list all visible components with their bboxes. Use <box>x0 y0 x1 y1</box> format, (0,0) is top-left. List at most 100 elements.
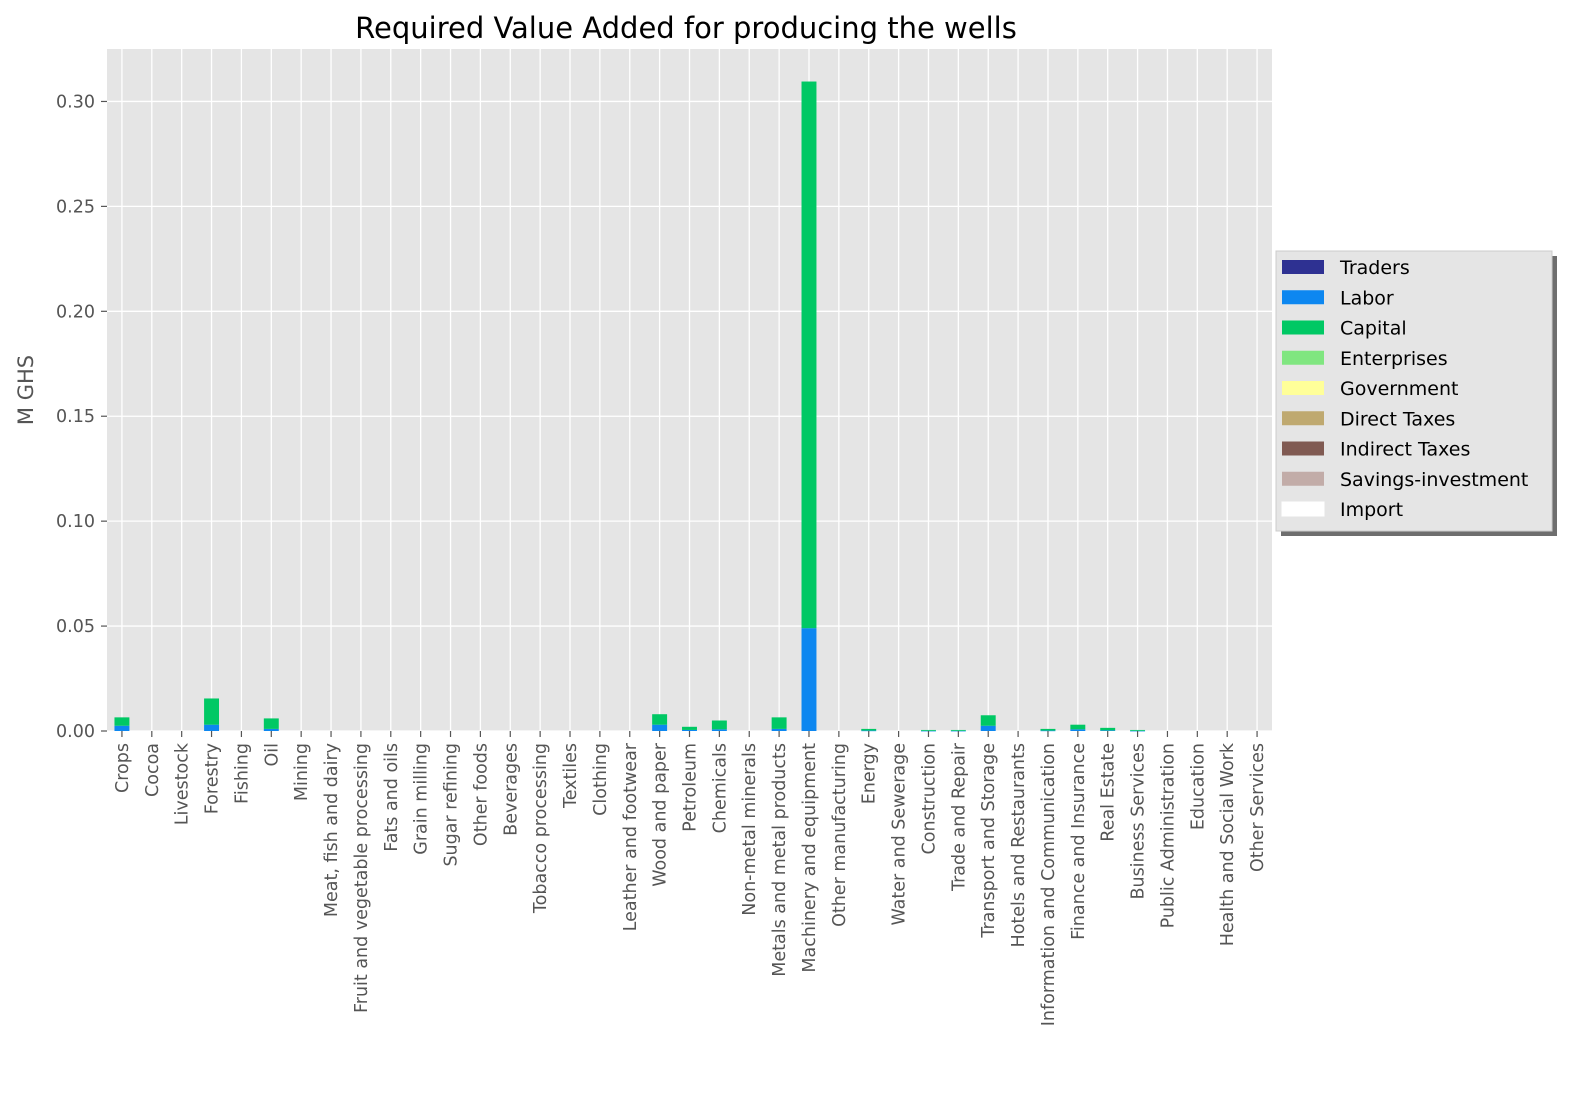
legend-label: Enterprises <box>1340 348 1448 370</box>
x-tick-label: Crops <box>113 743 133 793</box>
x-tick-label: Leather and footwear <box>621 742 641 931</box>
x-tick-label: Construction <box>919 743 939 854</box>
y-tick-label: 0.25 <box>56 197 95 217</box>
bar-segment <box>114 717 130 726</box>
x-tick-label: Transport and Storage <box>979 743 999 939</box>
bar-segment <box>1070 724 1086 730</box>
legend-label: Direct Taxes <box>1340 408 1455 430</box>
x-tick-label: Sugar refining <box>442 743 462 867</box>
x-tick-label: Grain milling <box>412 743 432 855</box>
bar-segment <box>711 720 727 730</box>
legend-label: Traders <box>1339 257 1410 279</box>
y-tick-label: 0.00 <box>56 722 95 742</box>
bar-segment <box>801 628 817 731</box>
bar-segment <box>204 698 220 725</box>
x-tick-label: Chemicals <box>710 743 730 833</box>
bar-segment <box>711 729 727 731</box>
x-tick-label: Clothing <box>591 743 611 816</box>
x-tick-label: Real Estate <box>1099 743 1119 842</box>
legend-label: Labor <box>1340 287 1394 309</box>
x-tick-label: Health and Social Work <box>1218 742 1238 946</box>
bar-segment <box>652 714 668 725</box>
bar-segment <box>980 725 996 731</box>
x-tick-label: Water and Sewerage <box>890 743 910 926</box>
legend-swatch <box>1282 441 1324 456</box>
bar-segment <box>263 728 279 731</box>
bar-segment <box>1130 729 1146 731</box>
x-tick-label: Metals and metal products <box>770 743 790 977</box>
bar-segment <box>921 729 936 731</box>
legend-label: Savings-investment <box>1340 469 1528 491</box>
x-tick-label: Fishing <box>232 743 252 804</box>
legend-swatch <box>1282 290 1324 305</box>
x-tick-label: Fats and oils <box>382 743 402 852</box>
legend-swatch <box>1282 320 1324 335</box>
x-tick-label: Business Services <box>1129 743 1149 900</box>
bar-segment <box>652 724 668 731</box>
x-tick-label: Forestry <box>203 743 223 814</box>
y-axis: 0.00 0.05 0.10 0.15 0.20 0.25 0.30 <box>56 92 107 742</box>
x-tick-label: Energy <box>860 743 880 804</box>
x-tick-label: Finance and Insurance <box>1069 743 1089 940</box>
legend-swatch <box>1281 501 1325 517</box>
bar-segment <box>1070 729 1086 731</box>
legend[interactable]: Traders Labor Capital Enterprises Government… <box>1275 250 1557 536</box>
bar-segment <box>771 728 787 731</box>
bar-segment <box>1100 730 1116 731</box>
x-tick-label: Beverages <box>501 743 521 836</box>
x-tick-label: Education <box>1188 743 1208 830</box>
x-axis: Crops Cocoa Livestock Forestry Fishing Oil Min… <box>113 731 1268 1026</box>
bar-segment <box>1040 730 1056 732</box>
bar-segment <box>204 724 220 731</box>
x-tick-label: Cocoa <box>143 743 163 797</box>
x-tick-label: Tobacco processing <box>531 743 551 914</box>
x-tick-label: Livestock <box>173 742 193 825</box>
x-tick-label: Petroleum <box>681 743 701 832</box>
y-axis-label: M GHS <box>14 355 38 425</box>
x-tick-label: Hotels and Restaurants <box>1009 743 1029 947</box>
legend-label: Capital <box>1340 318 1407 340</box>
bar-segment <box>114 725 130 731</box>
y-tick-label: 0.20 <box>56 302 95 322</box>
y-tick-label: 0.15 <box>56 407 95 427</box>
legend-swatch <box>1282 471 1324 486</box>
bar-segment <box>801 81 817 629</box>
bar-segment <box>980 715 996 726</box>
x-tick-label: Trade and Repair <box>949 742 969 892</box>
legend-swatch <box>1282 260 1324 274</box>
legend-label: Government <box>1340 378 1459 400</box>
bar-segment <box>861 730 877 732</box>
legend-swatch <box>1282 381 1324 395</box>
x-tick-label: Other manufacturing <box>830 743 850 927</box>
x-tick-label: Meat, fish and dairy <box>322 743 342 917</box>
y-tick-label: 0.05 <box>56 617 95 637</box>
legend-swatch <box>1282 350 1324 365</box>
x-tick-label: Mining <box>292 743 312 801</box>
x-tick-label: Public Administration <box>1158 743 1178 928</box>
legend-swatch <box>1282 411 1324 426</box>
bars <box>114 81 1146 732</box>
bar-segment <box>1100 727 1116 731</box>
legend-label: Import <box>1340 499 1403 521</box>
bar-segment <box>682 729 697 731</box>
x-tick-label: Oil <box>262 743 282 767</box>
legend-label: Indirect Taxes <box>1340 439 1470 461</box>
x-tick-label: Wood and paper <box>651 742 671 887</box>
bar-segment <box>263 718 279 729</box>
chart-title: Required Value Added for producing the w… <box>355 11 1017 45</box>
x-tick-label: Other foods <box>471 743 491 846</box>
x-tick-label: Non-metal minerals <box>740 743 760 916</box>
bar-segment <box>950 729 966 731</box>
bar-segment <box>861 728 877 731</box>
x-tick-label: Textiles <box>561 743 581 809</box>
grid-lines <box>107 49 1272 732</box>
x-tick-label: Fruit and vegetable processing <box>352 743 372 1013</box>
bar-segment <box>771 717 787 729</box>
bar-segment <box>1040 728 1056 731</box>
y-tick-label: 0.10 <box>56 512 95 532</box>
x-tick-label: Machinery and equipment <box>800 743 820 973</box>
bar-segment <box>682 726 697 730</box>
y-tick-label: 0.30 <box>56 92 95 112</box>
x-tick-label: Information and Communication <box>1039 743 1059 1026</box>
